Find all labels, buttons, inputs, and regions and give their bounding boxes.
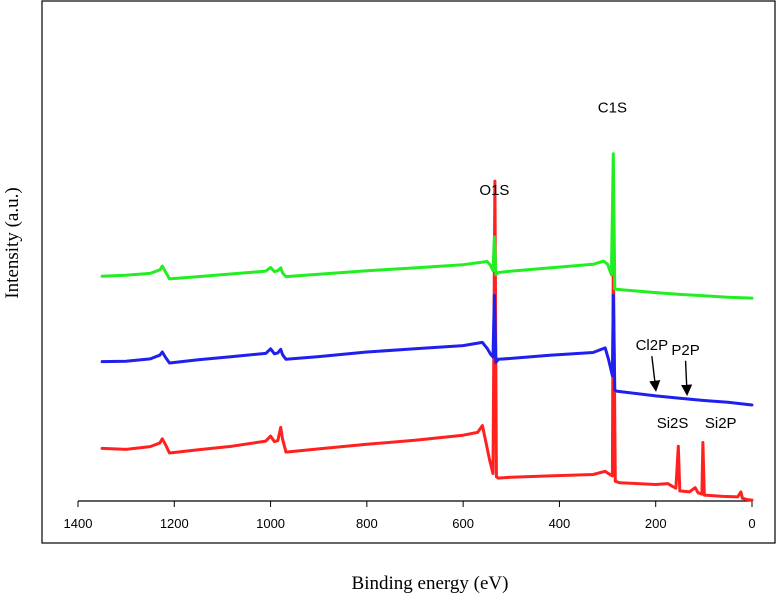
x-tick-label: 600 bbox=[452, 516, 474, 531]
x-tick-label: 200 bbox=[645, 516, 667, 531]
x-axis-title: Binding energy (eV) bbox=[352, 573, 509, 594]
plot-frame bbox=[41, 0, 776, 544]
peak-label-c1s: C1S bbox=[598, 100, 627, 117]
peak-label-si2p: Si2P bbox=[705, 415, 737, 432]
x-tick-label: 400 bbox=[549, 516, 571, 531]
series-line-red-spectrum bbox=[100, 179, 754, 502]
x-tick-label: 1400 bbox=[64, 516, 93, 531]
peak-label-o1s: O1S bbox=[479, 182, 509, 199]
peak-label-cl2p: Cl2P bbox=[636, 337, 669, 354]
x-tick-label: 1200 bbox=[160, 516, 189, 531]
peak-arrow-cl2p bbox=[649, 356, 661, 392]
series-group bbox=[100, 152, 754, 502]
peak-label-p2p: P2P bbox=[671, 342, 699, 359]
peak-arrow-p2p bbox=[681, 360, 693, 396]
series-line-blue-spectrum bbox=[100, 293, 754, 407]
x-tick-label: 800 bbox=[356, 516, 378, 531]
x-tick-label: 1000 bbox=[256, 516, 285, 531]
series-line-green-spectrum bbox=[100, 152, 754, 300]
x-tick-label: 0 bbox=[748, 516, 755, 531]
annotations: C1S O1S Cl2P P2P Si2S Si2P bbox=[479, 100, 736, 432]
peak-label-si2s: Si2S bbox=[657, 415, 689, 432]
y-axis-title: Intensity (a.u.) bbox=[2, 187, 23, 298]
x-ticks: 1400 1200 1000 800 600 400 200 0 bbox=[64, 501, 756, 531]
